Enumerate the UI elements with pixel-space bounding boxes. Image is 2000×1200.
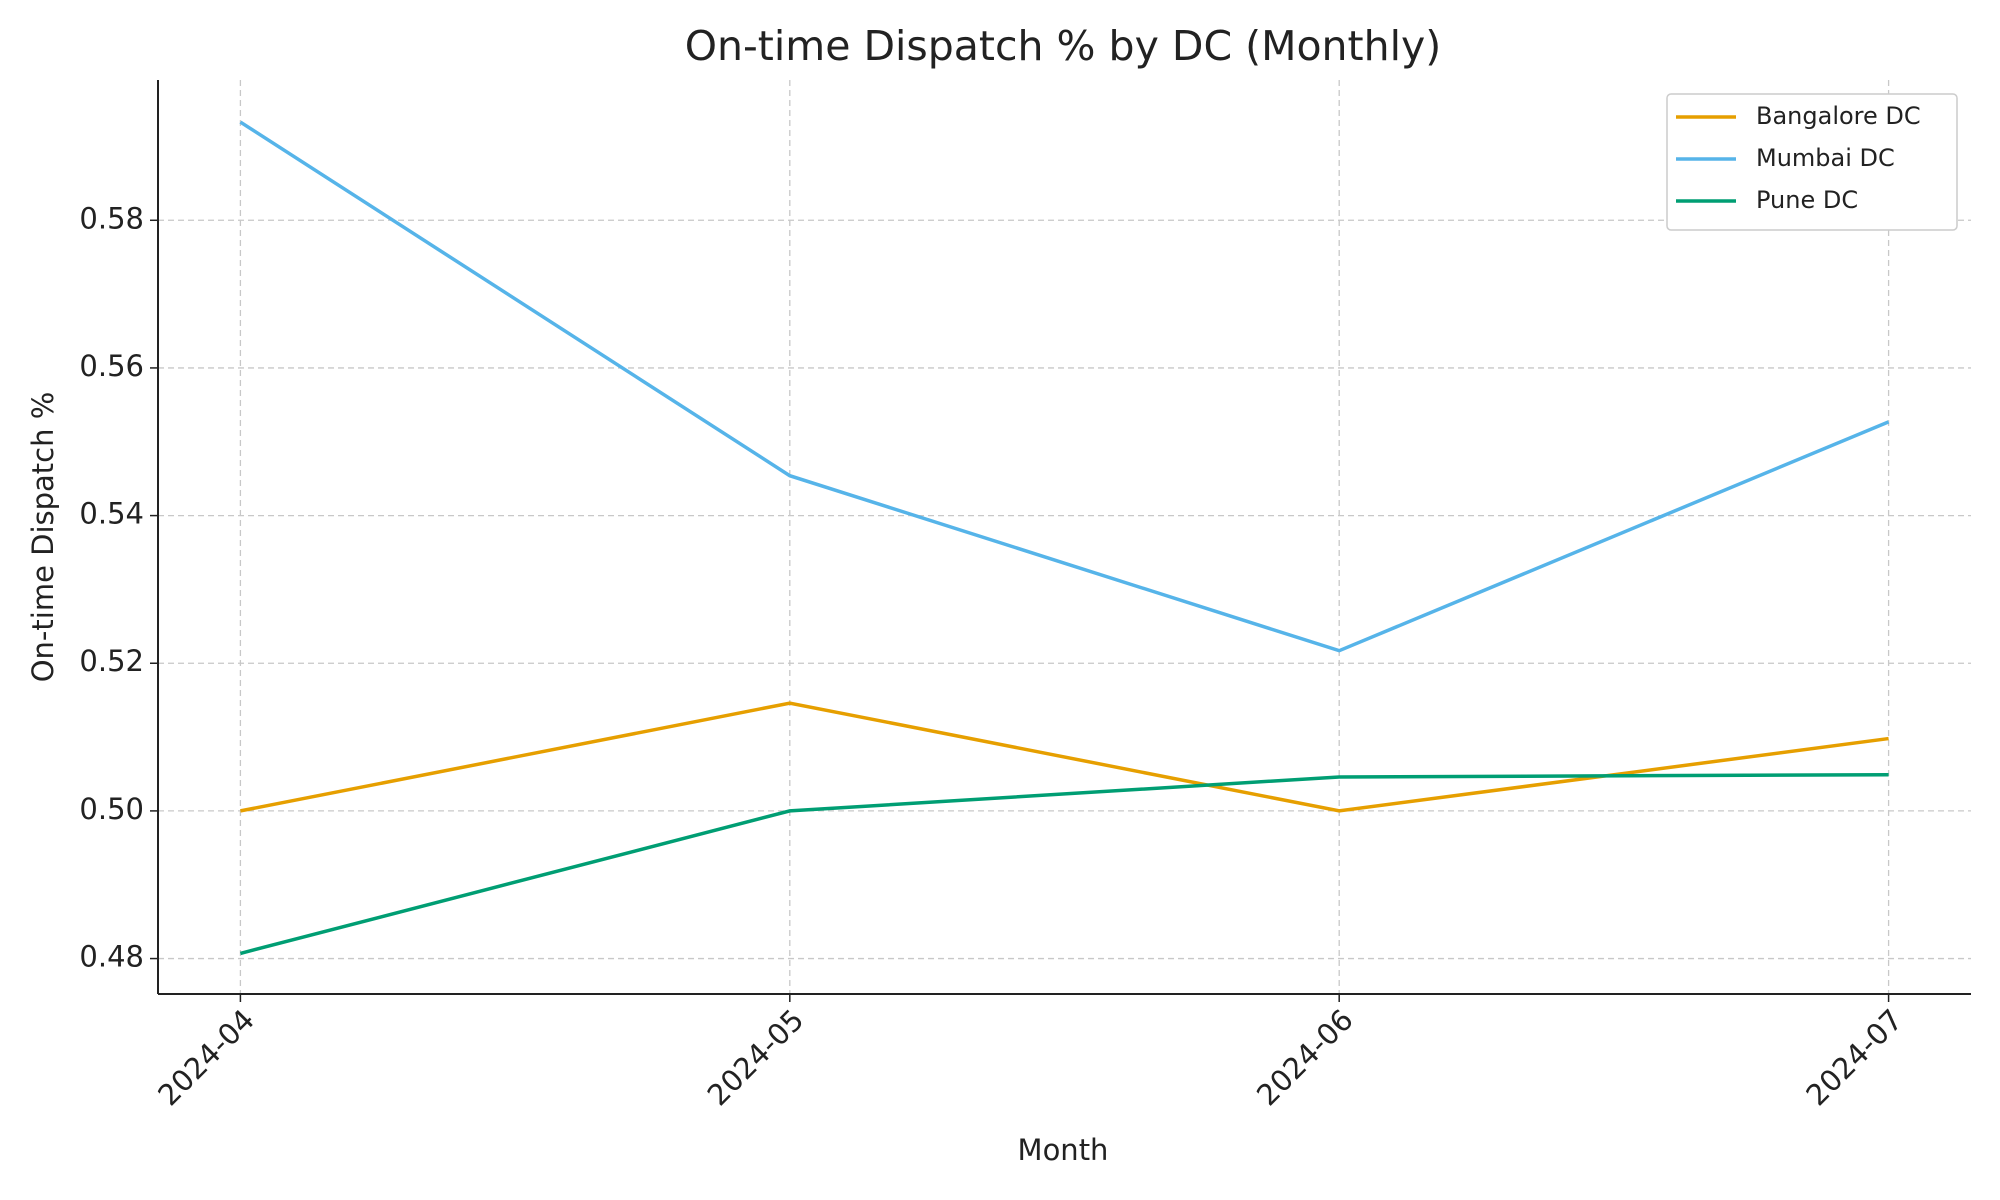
y-tick-label: 0.58 — [79, 201, 144, 235]
x-axis-label: Month — [1018, 1133, 1109, 1167]
y-tick-label: 0.56 — [79, 349, 144, 383]
x-tick-label: 2024-05 — [701, 1003, 811, 1113]
chart-title: On-time Dispatch % by DC (Monthly) — [685, 22, 1442, 70]
x-tick-label: 2024-07 — [1799, 1003, 1909, 1113]
y-tick-label: 0.52 — [79, 644, 144, 678]
series-line — [239, 120, 1890, 653]
y-tick-label: 0.48 — [79, 940, 144, 974]
legend-box — [1666, 93, 1958, 231]
x-tick-label: 2024-04 — [151, 1003, 261, 1113]
y-tick-label: 0.50 — [79, 792, 144, 826]
series-line — [239, 772, 1889, 956]
legend-label: Mumbai DC — [1756, 144, 1895, 172]
y-axis-label: On-time Dispatch % — [26, 392, 60, 683]
x-tick-label: 2024-06 — [1250, 1003, 1360, 1113]
legend-label: Bangalore DC — [1756, 102, 1921, 130]
y-tick-label: 0.54 — [79, 497, 144, 531]
legend-label: Pune DC — [1756, 186, 1858, 214]
